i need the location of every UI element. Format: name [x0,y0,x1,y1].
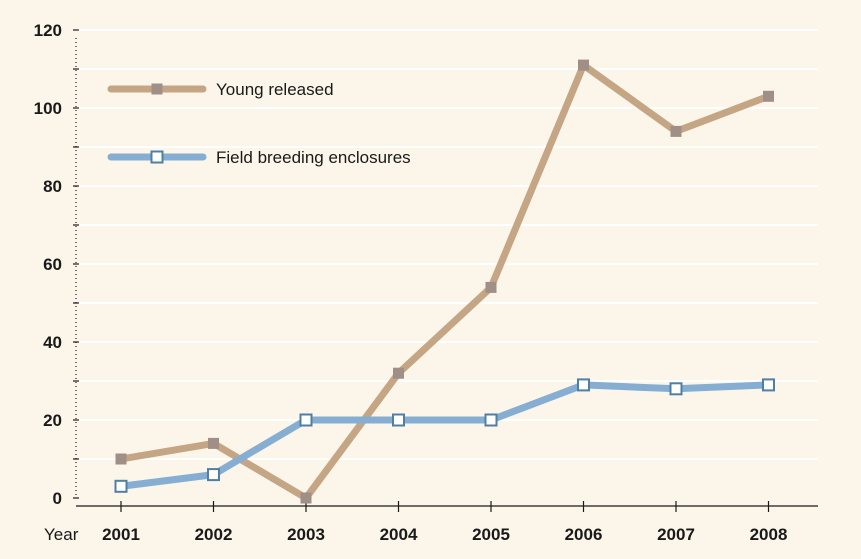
data-point-marker [114,479,128,493]
legend-marker [150,150,164,164]
series-2 [114,378,775,493]
data-point-marker [578,59,589,71]
x-tick-label: 2004 [380,525,418,544]
y-axis-ticks: 0 20 40 60 80 100 120 [34,21,62,508]
series-1 [115,59,774,504]
y-tick-label: 80 [43,177,62,196]
x-tick-label: 2001 [102,525,140,544]
y-tick-label: 60 [43,255,62,274]
legend: Young released Field breeding enclosures [107,80,411,167]
series-line [117,61,772,502]
x-tick-label: 2005 [472,525,510,544]
x-axis-label: Year [44,525,79,544]
data-point-marker [208,437,219,449]
data-point-marker [393,367,404,379]
x-tick-label: 2007 [657,525,695,544]
y-tick-label: 120 [34,21,62,40]
x-tick-label: 2002 [195,525,233,544]
data-point-marker [577,378,590,392]
data-point-marker [299,413,313,427]
series-line [117,381,772,490]
data-point-marker [115,453,127,465]
data-point-marker [763,90,774,102]
axes [73,29,818,512]
legend-marker [151,83,163,95]
data-point-marker [207,468,220,482]
data-point-marker [300,492,312,504]
x-tick-label: 2008 [750,525,788,544]
legend-label: Young released [216,80,334,99]
data-point-marker [670,125,682,137]
data-point-marker [669,382,683,396]
data-point-marker [485,281,497,293]
x-tick-label: 2006 [565,525,603,544]
x-axis-ticks: 2001 2002 2003 2004 2005 2006 2007 2008 [102,525,787,544]
y-tick-label: 0 [53,489,62,508]
data-point-marker [484,413,498,427]
legend-label: Field breeding enclosures [216,148,411,167]
legend-item: Field breeding enclosures [107,148,411,167]
y-tick-label: 40 [43,333,62,352]
series-layer [114,59,775,504]
data-point-marker [762,378,775,392]
legend-item: Young released [107,80,334,99]
y-tick-label: 20 [43,411,62,430]
y-tick-label: 100 [34,99,62,118]
data-point-marker [392,413,405,427]
x-tick-label: 2003 [287,525,325,544]
grid-lines [76,29,818,460]
